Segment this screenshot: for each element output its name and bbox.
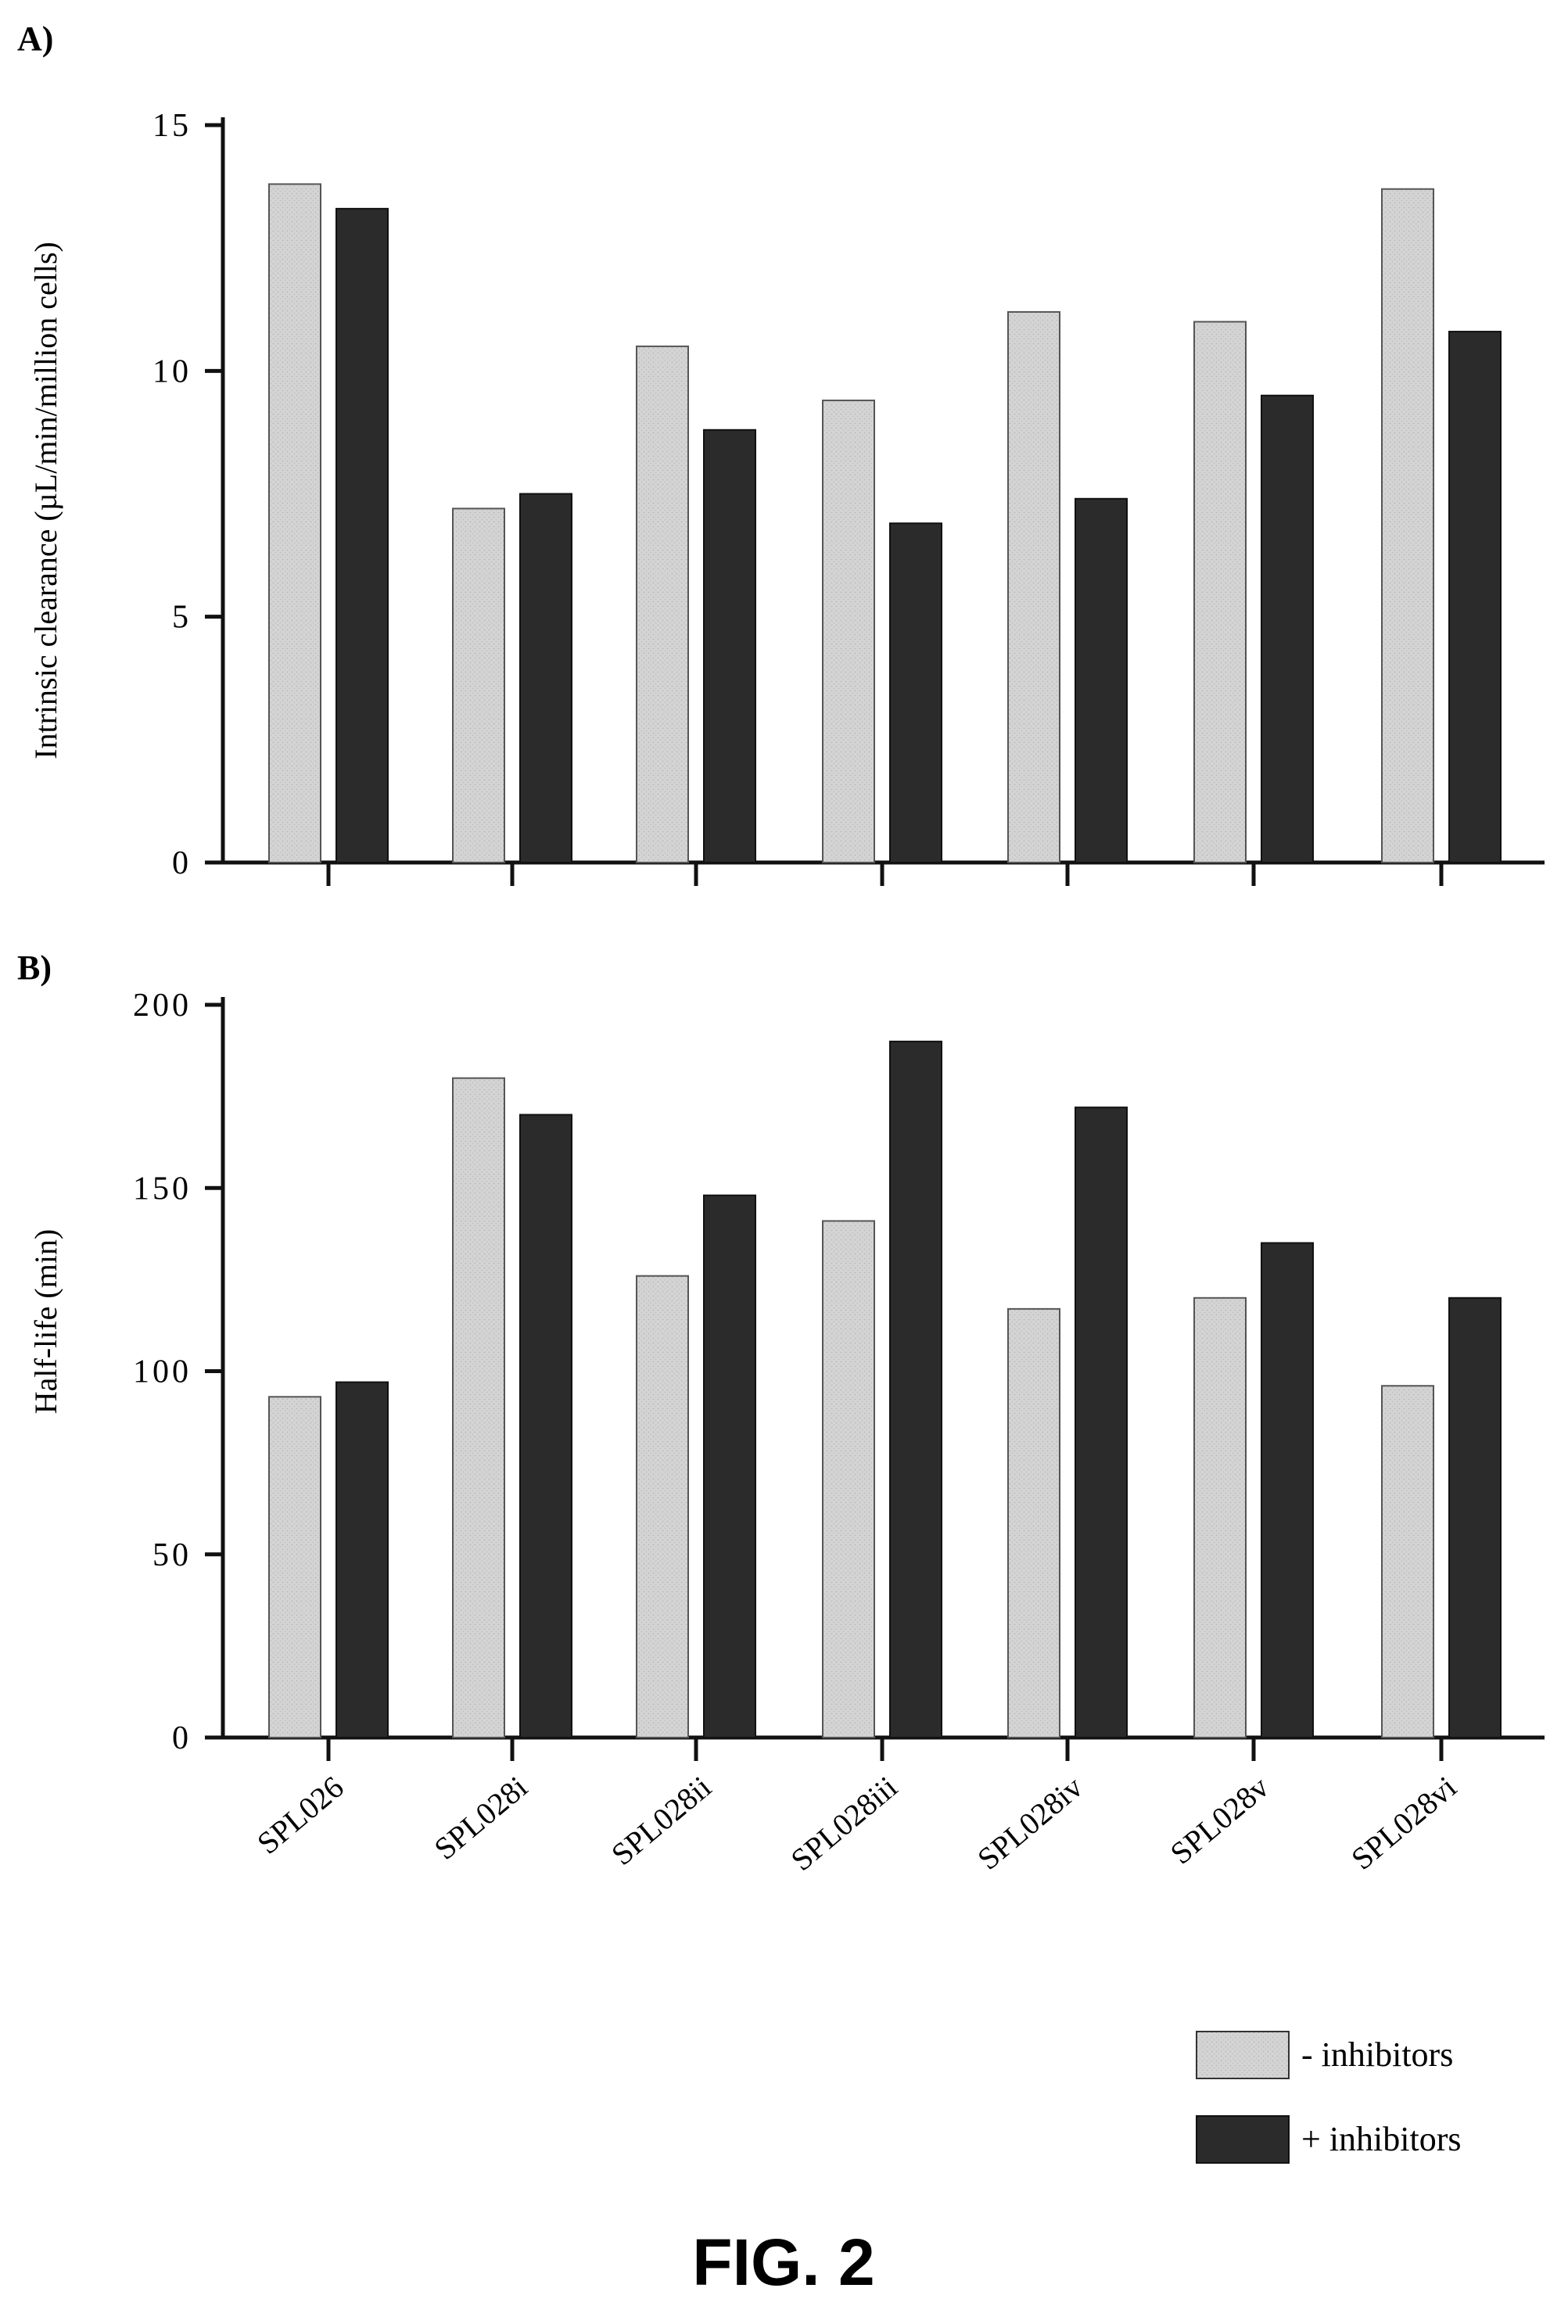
panel-b-y-tick-label: 50 bbox=[152, 1537, 192, 1573]
legend-label-minus-inhibitors: - inhibitors bbox=[1301, 2035, 1453, 2074]
panel-b-bar-plus-inhibitors-spl028iv bbox=[1075, 1106, 1128, 1739]
panel-a-bar-plus-inhibitors-spl028vi bbox=[1448, 331, 1502, 864]
panel-a-y-axis-label: Intrinsic clearance (µL/min/million cell… bbox=[28, 242, 63, 759]
panel-b-bar-plus-inhibitors-spl028v bbox=[1261, 1242, 1314, 1738]
panel-a-bar-minus-inhibitors-spl028v bbox=[1193, 321, 1247, 863]
panel-a-bar-minus-inhibitors-spl028vi bbox=[1381, 188, 1434, 863]
panel-b-x-tick-label: SPL028i bbox=[428, 1769, 534, 1866]
panel-a-plot-area: 0 5 10 15 bbox=[152, 108, 1545, 886]
panel-b-plot-area: 0 50 100 150 200 SPL026 SPL028i SPL028ii SPL028i… bbox=[133, 988, 1545, 1877]
panel-b-y-tick-label: 200 bbox=[133, 988, 192, 1024]
panel-a-bar-plus-inhibitors-spl028i bbox=[519, 493, 572, 863]
panel-a-label: A) bbox=[17, 20, 53, 58]
panel-a-bar-plus-inhibitors-spl028v bbox=[1261, 394, 1314, 863]
panel-b-bar-plus-inhibitors-spl028ii bbox=[703, 1194, 756, 1738]
panel-a-bar-minus-inhibitors-spl026 bbox=[268, 183, 321, 863]
panel-b-bar-minus-inhibitors-spl028iii bbox=[822, 1220, 875, 1739]
panel-b-x-tick-label: SPL028iv bbox=[971, 1769, 1089, 1876]
panel-a-chart: A) Intrinsic clearance (µL/min/million c… bbox=[17, 20, 1545, 886]
panel-a-bar-plus-inhibitors-spl028iv bbox=[1075, 497, 1128, 864]
panel-b-bar-minus-inhibitors-spl026 bbox=[268, 1396, 321, 1739]
panel-b-bar-minus-inhibitors-spl028v bbox=[1193, 1296, 1247, 1739]
panel-a-y-tick-label: 0 bbox=[172, 845, 192, 881]
legend-swatch-plus-inhibitors bbox=[1196, 2115, 1290, 2164]
panel-b-x-tick-label: SPL026 bbox=[250, 1769, 350, 1860]
panel-a-bar-plus-inhibitors-spl028iii bbox=[889, 522, 942, 863]
panel-a-y-tick-label: 15 bbox=[152, 108, 192, 144]
panel-a-bar-minus-inhibitors-spl028ii bbox=[636, 345, 689, 863]
panel-a-bar-minus-inhibitors-spl028i bbox=[452, 507, 505, 863]
legend-swatch-minus-inhibitors bbox=[1196, 2031, 1290, 2079]
panel-b-bar-minus-inhibitors-spl028ii bbox=[636, 1275, 689, 1738]
panel-b-bar-minus-inhibitors-spl028vi bbox=[1381, 1385, 1434, 1738]
panel-a-bar-minus-inhibitors-spl028iv bbox=[1007, 310, 1060, 864]
panel-a-bar-plus-inhibitors-spl028ii bbox=[703, 429, 756, 863]
panel-b-x-tick-label: SPL028vi bbox=[1344, 1769, 1463, 1876]
panel-b-x-tick-label: SPL028v bbox=[1164, 1769, 1276, 1870]
panel-b-bar-minus-inhibitors-spl028i bbox=[452, 1077, 505, 1738]
panel-b-bar-minus-inhibitors-spl028iv bbox=[1007, 1307, 1060, 1738]
panel-b-x-tick-label: SPL028iii bbox=[784, 1769, 904, 1877]
panel-b-y-tick-label: 0 bbox=[172, 1720, 192, 1756]
panel-b-bar-plus-inhibitors-spl028vi bbox=[1448, 1296, 1502, 1739]
panel-b-label: B) bbox=[17, 949, 52, 987]
panel-b-x-tick-label: SPL028ii bbox=[605, 1769, 718, 1872]
panel-b-y-tick-label: 100 bbox=[133, 1354, 192, 1390]
panel-b-bar-plus-inhibitors-spl026 bbox=[335, 1381, 389, 1739]
panel-b-bar-plus-inhibitors-spl028iii bbox=[889, 1040, 942, 1738]
panel-b-y-tick-label: 150 bbox=[133, 1171, 192, 1207]
figure-caption: FIG. 2 bbox=[692, 2225, 874, 2299]
panel-a-y-tick-label: 10 bbox=[152, 353, 192, 389]
panel-b-bar-plus-inhibitors-spl028i bbox=[519, 1114, 572, 1739]
panel-a-bar-plus-inhibitors-spl026 bbox=[335, 207, 389, 863]
legend-label-plus-inhibitors: + inhibitors bbox=[1301, 2120, 1462, 2158]
panel-a-bar-minus-inhibitors-spl028iii bbox=[822, 400, 875, 863]
panel-b-chart: B) Half-life (min) 0 50 100 150 200 SPL026 SPL… bbox=[17, 949, 1545, 1877]
legend: - inhibitors + inhibitors bbox=[1196, 2031, 1462, 2164]
panel-a-y-tick-label: 5 bbox=[172, 600, 192, 636]
panel-b-y-axis-label: Half-life (min) bbox=[28, 1229, 63, 1415]
